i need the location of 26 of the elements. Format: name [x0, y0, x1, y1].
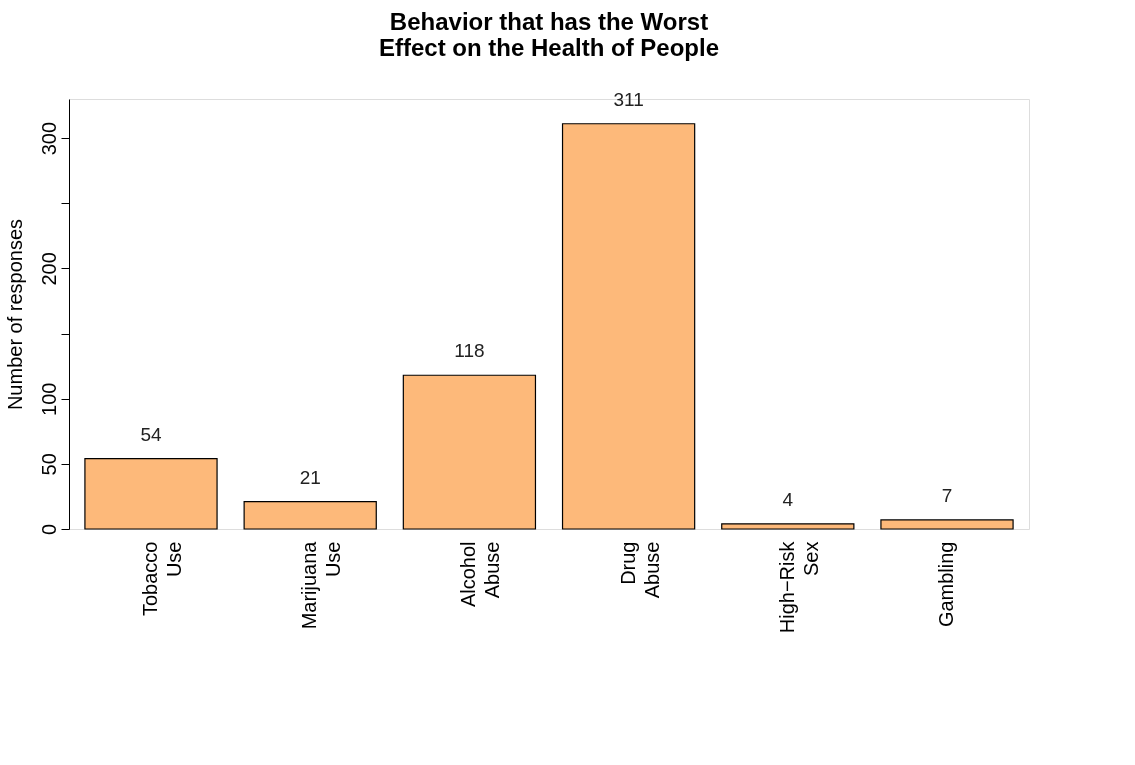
data-label: 118 [454, 340, 485, 362]
y-axis-title: Number of responses [3, 218, 26, 411]
y-tick-label: 0 [37, 523, 60, 536]
data-label: 21 [299, 466, 321, 488]
data-label: 54 [140, 423, 162, 445]
y-tick-label: 200 [37, 252, 60, 286]
x-tick-label: Gambling [935, 541, 958, 628]
x-tick-label: Alcohol Abuse [457, 541, 504, 608]
x-tick-label: Tobacco Use [138, 541, 185, 616]
x-tick-label: Drug Abuse [616, 541, 663, 599]
text: Effect on the Health of People [378, 33, 720, 61]
bar [84, 458, 218, 530]
data-label: 7 [941, 484, 953, 506]
bar [721, 523, 855, 530]
bar [561, 123, 696, 530]
y-tick-label: 100 [37, 382, 60, 416]
data-label: 311 [613, 88, 644, 110]
bar [243, 501, 377, 530]
data-label: 4 [782, 488, 794, 510]
bar [402, 374, 537, 530]
bar [880, 519, 1014, 530]
text: Behavior that has the Worst [389, 7, 709, 35]
x-tick-label: High−Risk Sex [775, 540, 822, 634]
y-tick-label: 300 [37, 121, 60, 156]
y-tick-label: 50 [37, 453, 60, 476]
x-tick-label: Marijuana Use [298, 540, 345, 630]
